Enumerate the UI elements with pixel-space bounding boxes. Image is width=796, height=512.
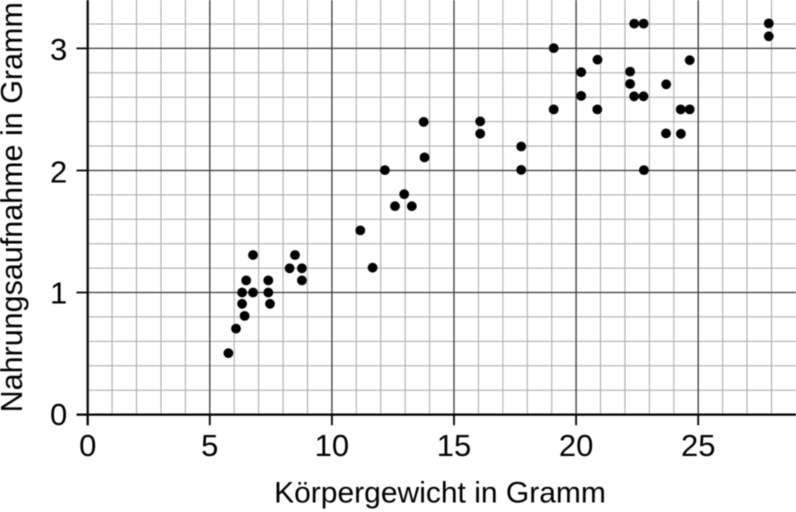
svg-text:5: 5 [201, 428, 218, 463]
svg-text:20: 20 [559, 428, 593, 463]
svg-text:2: 2 [50, 154, 67, 189]
svg-text:10: 10 [315, 428, 349, 463]
svg-text:0: 0 [79, 428, 96, 463]
svg-text:1: 1 [50, 275, 67, 310]
svg-text:15: 15 [437, 428, 471, 463]
svg-text:Körpergewicht in Gramm: Körpergewicht in Gramm [274, 476, 606, 509]
svg-text:25: 25 [681, 428, 715, 463]
svg-text:3: 3 [50, 32, 67, 67]
svg-text:Nahrungsaufnahme in Gramm: Nahrungsaufnahme in Gramm [0, 2, 29, 412]
svg-text:0: 0 [50, 397, 67, 432]
